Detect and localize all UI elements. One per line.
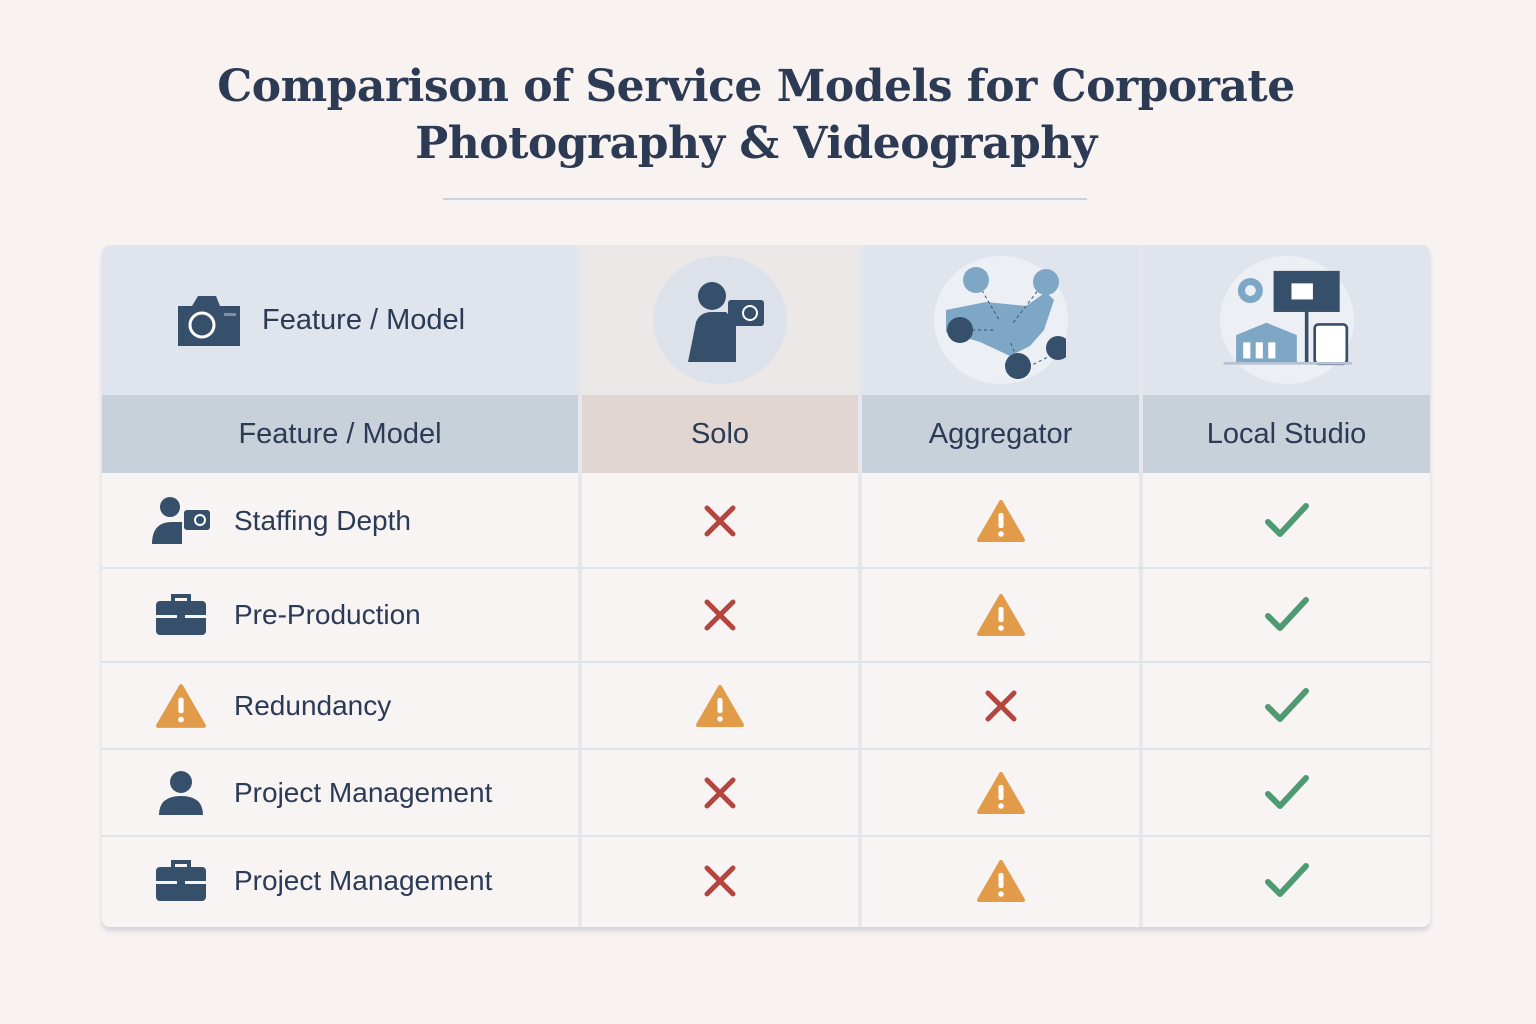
title-divider bbox=[443, 198, 1087, 200]
aggregator-illustration bbox=[862, 245, 1139, 395]
warning-icon bbox=[976, 771, 1026, 815]
comparison-table: Feature / Model Feature / Model Solo Agg… bbox=[102, 245, 1430, 927]
check-icon bbox=[1264, 502, 1310, 540]
feature-label: Project Management bbox=[234, 864, 493, 896]
local-studio-status-cell bbox=[1143, 568, 1430, 662]
camera-icon bbox=[178, 296, 240, 346]
solo-status-cell bbox=[582, 749, 858, 836]
warning-icon bbox=[976, 593, 1026, 637]
person-icon bbox=[150, 768, 212, 818]
column-header-aggregator: Aggregator bbox=[928, 417, 1073, 450]
aggregator-status-cell bbox=[862, 662, 1139, 749]
feature-cell: Project Management bbox=[102, 749, 578, 836]
briefcase-icon bbox=[150, 590, 212, 640]
feature-label: Staffing Depth bbox=[234, 504, 411, 536]
feature-cell: Pre-Production bbox=[102, 568, 578, 662]
local-studio-illustration bbox=[1143, 245, 1430, 395]
feature-label: Redundancy bbox=[234, 689, 392, 721]
aggregator-status-cell bbox=[862, 473, 1139, 568]
feature-cell: Project Management bbox=[102, 836, 578, 925]
studio-icon bbox=[1219, 256, 1354, 384]
cross-icon bbox=[703, 776, 737, 810]
check-icon bbox=[1264, 774, 1310, 812]
photographer-icon bbox=[653, 256, 787, 384]
local-studio-status-cell bbox=[1143, 662, 1430, 749]
warning-icon bbox=[150, 681, 212, 731]
photographer-icon bbox=[150, 496, 212, 546]
warning-icon bbox=[976, 499, 1026, 543]
cross-icon bbox=[703, 598, 737, 632]
header-top-label: Feature / Model bbox=[262, 303, 466, 336]
network-map-icon bbox=[933, 256, 1068, 384]
feature-cell: Staffing Depth bbox=[102, 473, 578, 568]
row-divider bbox=[102, 748, 1430, 750]
page-title: Comparison of Service Models for Corpora… bbox=[0, 58, 1512, 172]
header-feature-model: Feature / Model bbox=[102, 245, 578, 395]
column-header-feature: Feature / Model bbox=[238, 417, 442, 450]
local-studio-status-cell bbox=[1143, 473, 1430, 568]
check-icon bbox=[1264, 687, 1310, 725]
feature-label: Project Management bbox=[234, 776, 493, 808]
feature-label: Pre-Production bbox=[234, 599, 421, 630]
row-divider bbox=[102, 835, 1430, 837]
title-line-2: Photography & Videography bbox=[415, 118, 1097, 169]
solo-status-cell bbox=[582, 473, 858, 568]
solo-status-cell bbox=[582, 836, 858, 925]
solo-status-cell bbox=[582, 568, 858, 662]
aggregator-status-cell bbox=[862, 836, 1139, 925]
aggregator-status-cell bbox=[862, 568, 1139, 662]
row-divider bbox=[102, 567, 1430, 569]
warning-icon bbox=[695, 684, 745, 728]
solo-illustration bbox=[582, 245, 858, 395]
aggregator-status-cell bbox=[862, 749, 1139, 836]
cross-icon bbox=[703, 864, 737, 898]
title-line-1: Comparison of Service Models for Corpora… bbox=[217, 61, 1295, 112]
solo-status-cell bbox=[582, 662, 858, 749]
check-icon bbox=[1264, 862, 1310, 900]
feature-cell: Redundancy bbox=[102, 662, 578, 749]
cross-icon bbox=[984, 689, 1018, 723]
check-icon bbox=[1264, 596, 1310, 634]
local-studio-status-cell bbox=[1143, 749, 1430, 836]
row-divider bbox=[102, 661, 1430, 663]
local-studio-status-cell bbox=[1143, 836, 1430, 925]
briefcase-icon bbox=[150, 856, 212, 906]
column-header-solo: Solo bbox=[690, 417, 750, 450]
column-header-local-studio: Local Studio bbox=[1206, 417, 1367, 450]
cross-icon bbox=[703, 504, 737, 538]
warning-icon bbox=[976, 859, 1026, 903]
